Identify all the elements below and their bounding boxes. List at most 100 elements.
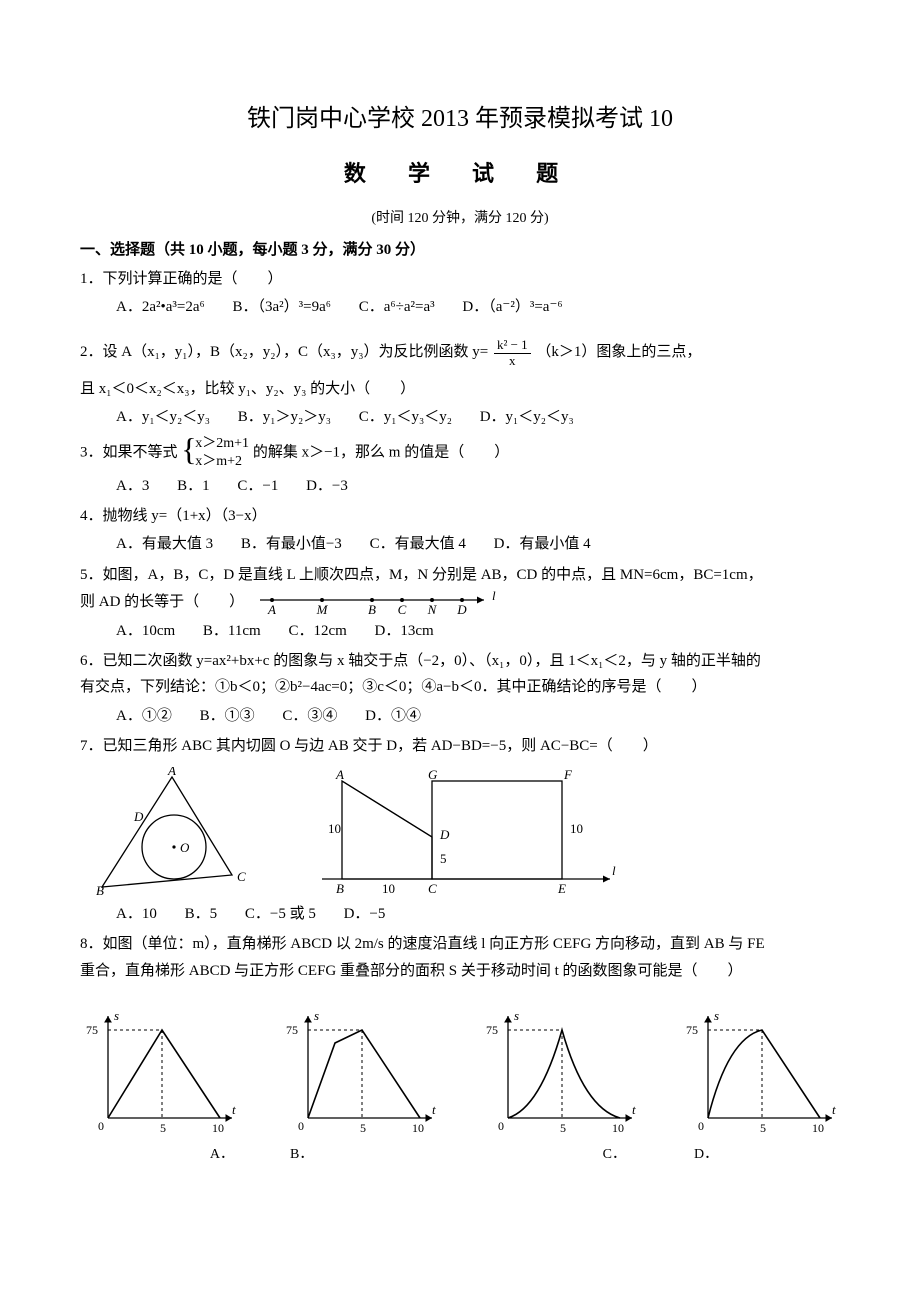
q3-optB: B．1 <box>177 478 210 494</box>
q1-optC: C．a⁶÷a²=a³ <box>359 299 435 315</box>
q8B-t: t <box>432 1102 436 1117</box>
q8D-5: 5 <box>760 1121 766 1135</box>
q8-optC: C． <box>480 1143 640 1168</box>
q2-stem-line2: 且 x₁＜0＜x₂＜x₃，比较 y₁、y₂、y₃ 的大小（ ） <box>80 376 840 402</box>
q8-stem: 8．如图（单位：m），直角梯形 ABCD 以 2m/s 的速度沿直线 l 向正方… <box>80 931 840 957</box>
q8D-0: 0 <box>698 1119 704 1133</box>
q7-trap-C: C <box>428 881 437 896</box>
q8C-10: 10 <box>612 1121 624 1135</box>
q2-stem-post: （k＞1）图象上的三点， <box>536 345 701 361</box>
q6-line2: 有交点，下列结论：①b＜0；②b²−4ac=0；③c＜0；④a−b＜0．其中正确… <box>80 674 840 700</box>
q5-optC: C．12cm <box>288 623 346 639</box>
q8-optB: B． <box>280 1143 440 1168</box>
q7-tri-A: A <box>167 767 176 778</box>
q8B-10: 10 <box>412 1121 424 1135</box>
q2-options: A．y₁＜y₂＜y₃ B．y₁＞y₂＞y₃ C．y₁＜y₃＜y₂ D．y₁＜y₂… <box>116 404 840 430</box>
q7-tri-D: D <box>133 809 144 824</box>
q1-optB: B．（3a²）³=9a⁶ <box>233 299 332 315</box>
q8-chartA-wrap: s 75 0 5 10 t A． <box>80 1008 240 1168</box>
q6-stem: 6．已知二次函数 y=ax²+bx+c 的图象与 x 轴交于点（−2，0）、（x… <box>80 648 840 674</box>
q7-trap-10L: 10 <box>328 821 341 836</box>
q8-chartC: s 75 0 5 10 t <box>480 1008 640 1138</box>
page-subtitle: 数 学 试 题 <box>80 156 840 191</box>
q7-tri-O: O <box>180 840 190 855</box>
q2-optD: D．y₁＜y₂＜y₃ <box>480 409 574 425</box>
q8D-t: t <box>832 1102 836 1117</box>
q7-options: A．10 B．5 C．−5 或 5 D．−5 <box>116 901 840 927</box>
q8C-5: 5 <box>560 1121 566 1135</box>
q8C-0: 0 <box>498 1119 504 1133</box>
q8-optA: A． <box>80 1143 240 1168</box>
q5-line2: 则 AD 的长等于（ ） <box>80 589 244 615</box>
q7-triangle-figure: A B C D O <box>92 767 252 897</box>
q7-figures: A B C D O A B C D E F G l 1 <box>92 767 840 897</box>
q8D-75: 75 <box>686 1023 698 1037</box>
q7-optC: C．−5 或 5 <box>245 906 316 922</box>
q5-lbl-N: N <box>427 602 438 616</box>
q8D-10: 10 <box>812 1121 824 1135</box>
q8-chartA: s 75 0 5 10 t <box>80 1008 240 1138</box>
q3-optA: A．3 <box>116 478 149 494</box>
q7-trapezoid-figure: A B C D E F G l 10 10 10 5 <box>312 767 622 897</box>
q8-chartB-wrap: s 75 0 5 10 t B． <box>280 1008 440 1168</box>
q6-optA: A．①② <box>116 708 172 724</box>
q2-optC: C．y₁＜y₃＜y₂ <box>359 409 452 425</box>
q8B-s: s <box>314 1008 319 1023</box>
q7-trap-l: l <box>612 863 616 878</box>
q3-optC: C．−1 <box>237 478 278 494</box>
q2-stem-pre: 2．设 A（x₁，y₁），B（x₂，y₂），C（x₃，y₃）为反比例函数 y= <box>80 345 488 361</box>
q1-options: A．2a²•a³=2a⁶ B．（3a²）³=9a⁶ C．a⁶÷a²=a³ D．（… <box>116 294 840 320</box>
q6-optD: D．①④ <box>365 708 421 724</box>
q8A-5: 5 <box>160 1121 166 1135</box>
q8B-75: 75 <box>286 1023 298 1037</box>
q7-trap-A: A <box>335 767 344 782</box>
q3-options: A．3 B．1 C．−1 D．−3 <box>116 473 840 499</box>
q5-options: A．10cm B．11cm C．12cm D．13cm <box>116 618 840 644</box>
question-5: 5．如图，A，B，C，D 是直线 L 上顺次四点，M，N 分别是 AB，CD 的… <box>80 562 840 645</box>
q3-system: x＞2m+1 x＞m+2 <box>181 435 249 471</box>
q4-stem: 4．抛物线 y=（1+x）（3−x） <box>80 503 840 529</box>
q4-optD: D．有最小值 4 <box>494 536 591 552</box>
q8C-75: 75 <box>486 1023 498 1037</box>
q7-tri-B: B <box>96 883 104 897</box>
q3-sys1: x＞2m+1 <box>195 435 249 453</box>
q4-optC: C．有最大值 4 <box>370 536 466 552</box>
q7-trap-D: D <box>439 827 450 842</box>
q2-frac-den: x <box>494 354 531 368</box>
q5-line-figure: A M B C N D l <box>252 588 502 616</box>
q1-optA: A．2a²•a³=2a⁶ <box>116 299 205 315</box>
q5-stem: 5．如图，A，B，C，D 是直线 L 上顺次四点，M，N 分别是 AB，CD 的… <box>80 562 840 588</box>
q8A-0: 0 <box>98 1119 104 1133</box>
section-1-header: 一、选择题（共 10 小题，每小题 3 分，满分 30 分） <box>80 238 840 262</box>
q6-optC: C．③④ <box>282 708 337 724</box>
question-1: 1．下列计算正确的是（ ） A．2a²•a³=2a⁶ B．（3a²）³=9a⁶ … <box>80 266 840 321</box>
q5-lbl-B: B <box>368 602 376 616</box>
q5-optD: D．13cm <box>375 623 434 639</box>
q8A-t: t <box>232 1102 236 1117</box>
q8-chartD: s 75 0 5 10 t <box>680 1008 840 1138</box>
q7-trap-10B: 10 <box>382 881 395 896</box>
q7-optD: D．−5 <box>344 906 386 922</box>
question-3: 3．如果不等式 x＞2m+1 x＞m+2 的解集 x＞−1，那么 m 的值是（ … <box>80 435 840 500</box>
q7-tri-C: C <box>237 869 246 884</box>
q3-optD: D．−3 <box>306 478 348 494</box>
question-2: 2．设 A（x₁，y₁），B（x₂，y₂），C（x₃，y₃）为反比例函数 y= … <box>80 338 840 430</box>
q7-trap-F: F <box>563 767 573 782</box>
question-6: 6．已知二次函数 y=ax²+bx+c 的图象与 x 轴交于点（−2，0）、（x… <box>80 648 840 729</box>
q2-optA: A．y₁＜y₂＜y₃ <box>116 409 210 425</box>
q8-chartB: s 75 0 5 10 t <box>280 1008 440 1138</box>
q7-trap-10R: 10 <box>570 821 583 836</box>
q2-frac-num: k² − 1 <box>494 338 531 353</box>
q2-optB: B．y₁＞y₂＞y₃ <box>238 409 331 425</box>
q7-trap-G: G <box>428 767 438 782</box>
question-4: 4．抛物线 y=（1+x）（3−x） A．有最大值 3 B．有最小值−3 C．有… <box>80 503 840 558</box>
q2-fraction: k² − 1 x <box>494 338 531 368</box>
q5-optB: B．11cm <box>203 623 261 639</box>
q7-stem: 7．已知三角形 ABC 其内切圆 O 与边 AB 交于 D，若 AD−BD=−5… <box>80 733 840 759</box>
q4-optB: B．有最小值−3 <box>241 536 342 552</box>
q5-lbl-l: l <box>492 588 496 603</box>
q8A-10: 10 <box>212 1121 224 1135</box>
q3-sys2: x＞m+2 <box>195 453 249 471</box>
q8C-s: s <box>514 1008 519 1023</box>
question-7: 7．已知三角形 ABC 其内切圆 O 与边 AB 交于 D，若 AD−BD=−5… <box>80 733 840 928</box>
